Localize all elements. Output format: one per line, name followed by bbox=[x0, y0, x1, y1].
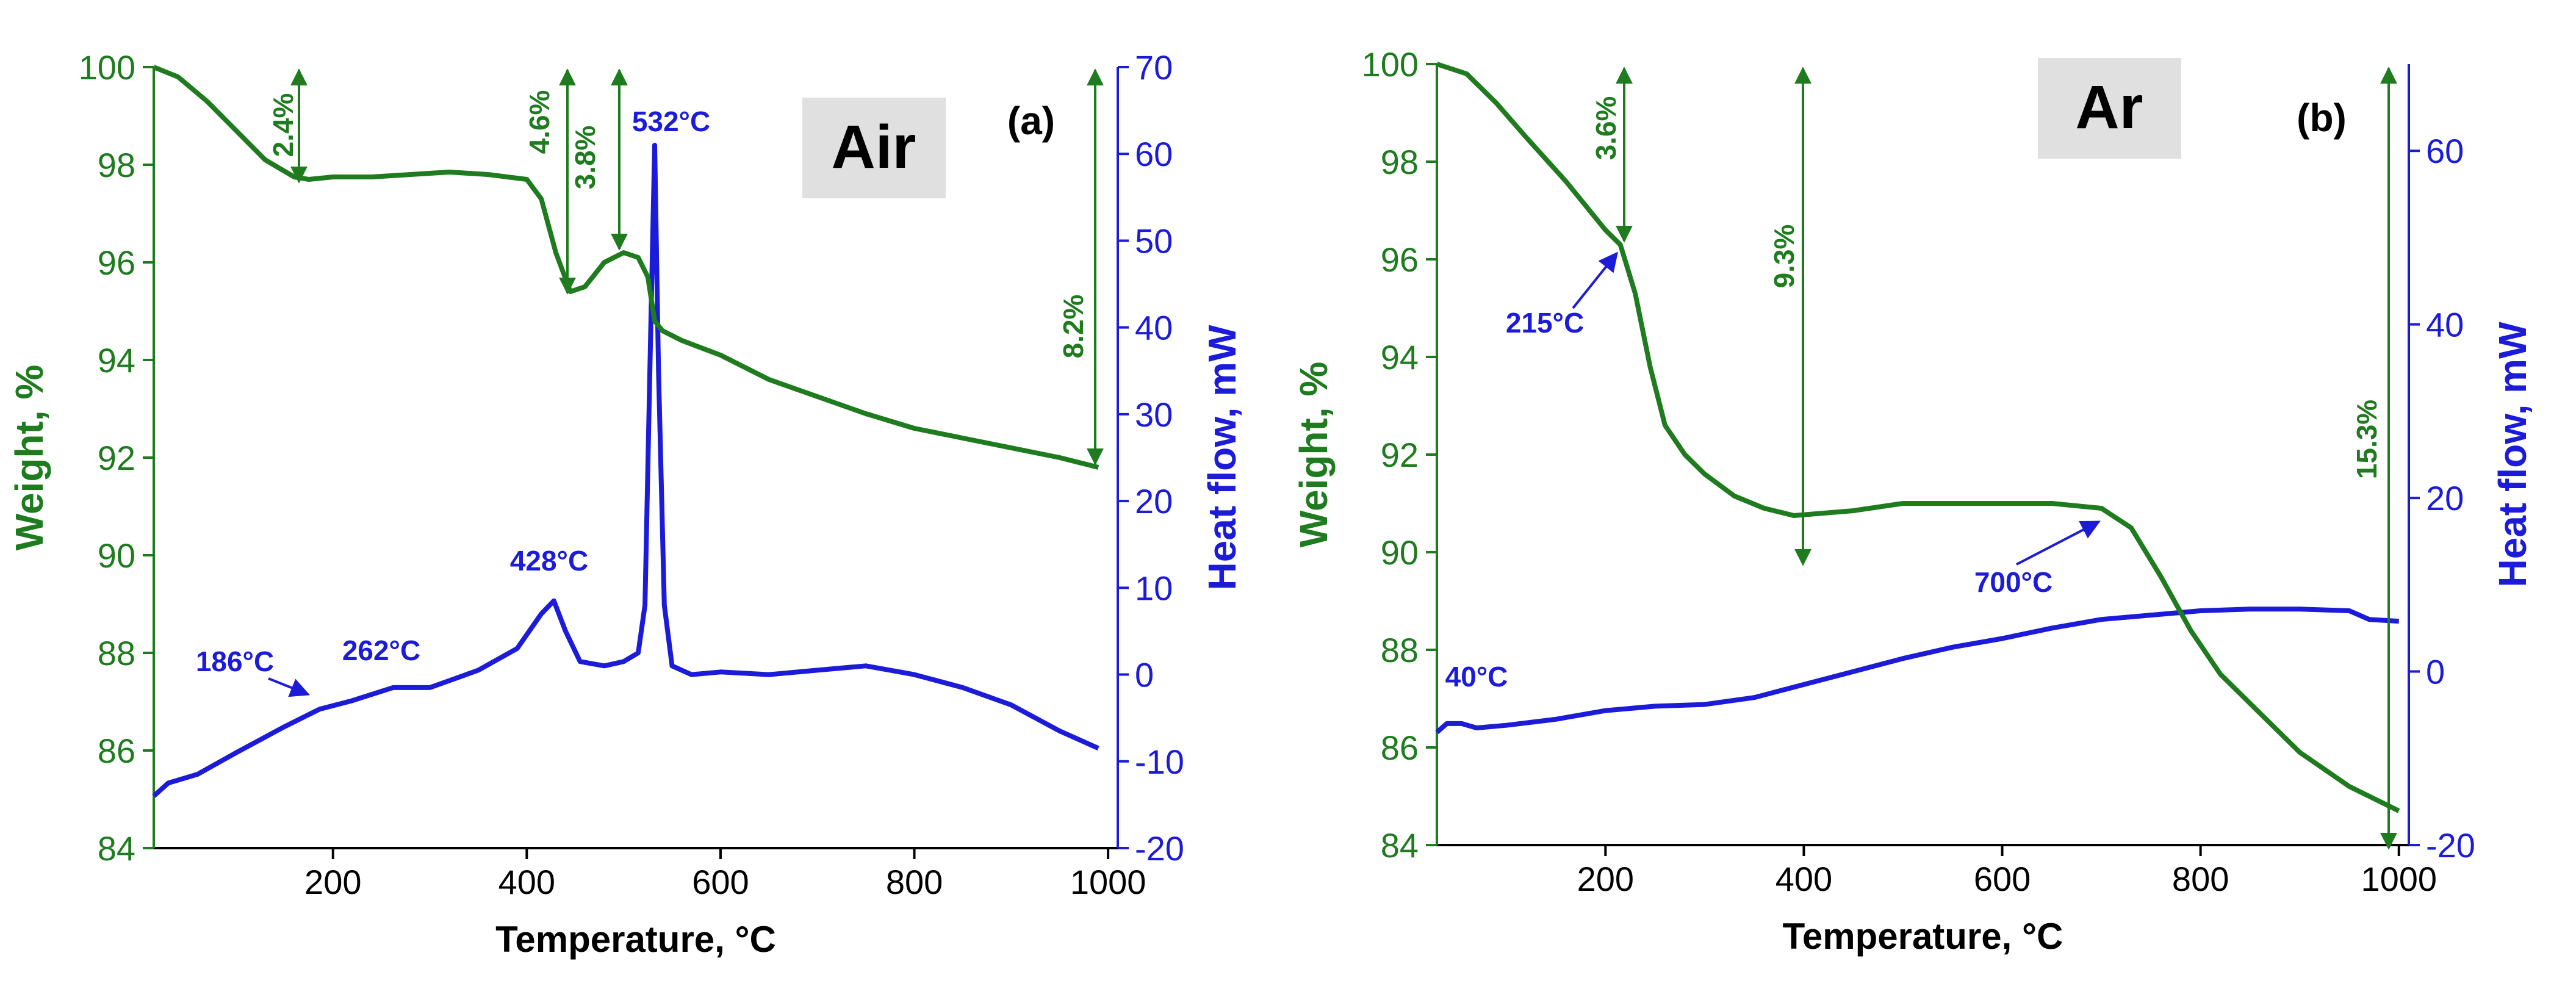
panel-a-y-left-tick-label: 90 bbox=[98, 536, 135, 575]
panel-a-x-tick-label: 600 bbox=[692, 863, 749, 901]
panel-a-loss-label-total: 8.2% bbox=[1057, 295, 1089, 359]
panel-a-y-right-tick-label: 60 bbox=[1135, 135, 1173, 173]
panel-a-y-right-tick-label: -10 bbox=[1135, 743, 1184, 781]
panel-a-loss-label-2: 4.6% bbox=[523, 90, 555, 154]
panel-a-y-left-tick-label: 98 bbox=[98, 146, 135, 184]
panel-a-y-right-tick-label: 70 bbox=[1135, 48, 1173, 87]
panel-b-y-left-tick-label: 90 bbox=[1381, 533, 1419, 572]
panel-b: 200 400 600 800 1000 84 86 88 90 92 94 96 98 100 -20 0 2… bbox=[1292, 45, 2535, 957]
panel-b-y-left-axis-title: Weight, % bbox=[1292, 362, 1336, 548]
panel-a-y-left-tick-label: 96 bbox=[98, 243, 135, 282]
panel-b-y-right-tick-label: 0 bbox=[2426, 653, 2445, 691]
panel-b-x-tick-label: 800 bbox=[2172, 860, 2229, 898]
panel-b-loss-label-total: 15.3% bbox=[2351, 400, 2383, 479]
panel-b-peak-label-40: 40°C bbox=[1445, 661, 1508, 693]
panel-a-peak-arrow-186 bbox=[268, 677, 310, 697]
panel-b-y-right-tick-label: 60 bbox=[2426, 132, 2464, 170]
panel-a-y-left-axis-title: Weight, % bbox=[7, 365, 51, 551]
panel-a-peak-label-262: 262°C bbox=[342, 635, 420, 666]
panel-b-y-left-tick-label: 94 bbox=[1381, 338, 1419, 376]
panel-b-axes: 200 400 600 800 1000 84 86 88 90 92 94 96 98 100 -20 0 2… bbox=[1292, 45, 2535, 957]
panel-b-y-left-tick-label: 100 bbox=[1362, 45, 1419, 84]
panel-a-y-left-tick-label: 92 bbox=[98, 439, 135, 477]
panel-a: 200 400 600 800 10008486889092949698100-20-1… bbox=[7, 48, 1244, 960]
panel-b-y-right-tick-label: 40 bbox=[2426, 306, 2464, 344]
panel-a-atmosphere-label: Air bbox=[832, 113, 916, 181]
panel-b-y-right-tick-label: -20 bbox=[2426, 826, 2475, 865]
panel-a-y-right-tick-label: 10 bbox=[1135, 569, 1173, 607]
panel-b-y-left-tick-label: 98 bbox=[1381, 143, 1419, 181]
panel-b-loss-label-1: 3.6% bbox=[1590, 96, 1622, 160]
panel-b-y-left-tick-label: 88 bbox=[1381, 631, 1419, 669]
panel-b-point-label-215: 215°C bbox=[1506, 307, 1584, 339]
panel-a-y-left-tick-label: 88 bbox=[98, 634, 135, 672]
panel-a-y-right-tick-label: 40 bbox=[1135, 309, 1173, 347]
panel-b-heat-flow-curve bbox=[1435, 606, 2399, 735]
panel-a-heat-flow-curve bbox=[152, 143, 1099, 798]
panel-b-weight-curve bbox=[1436, 62, 2400, 813]
panel-a-y-right-axis-title: Heat flow, mW bbox=[1200, 325, 1244, 591]
panel-a-atmosphere-box bbox=[802, 98, 946, 198]
panel-a-y-left-tick-label: 86 bbox=[98, 732, 135, 770]
panel-a-y-right-tick-label: 30 bbox=[1135, 395, 1173, 434]
panel-a-y-right-tick-label: -20 bbox=[1135, 829, 1184, 868]
panel-b-point-arrow-700 bbox=[2016, 520, 2101, 566]
panel-b-y-right-tick-label: 20 bbox=[2426, 479, 2464, 517]
panel-a-loss-label-3: 3.8% bbox=[569, 126, 601, 190]
panel-a-peak-label-532: 532°C bbox=[632, 106, 710, 137]
panel-a-y-left-tick-label: 84 bbox=[98, 829, 135, 868]
panel-a-y-right-tick-label: 50 bbox=[1135, 221, 1173, 260]
panel-a-label: (a) bbox=[1007, 99, 1055, 143]
panel-a-x-tick-label: 800 bbox=[886, 863, 943, 901]
panel-b-atmosphere-box bbox=[2038, 58, 2181, 159]
panel-a-x-tick-label: 400 bbox=[498, 863, 555, 901]
panel-a-x-tick-label: 200 bbox=[304, 863, 361, 901]
panel-b-y-left-tick-label: 92 bbox=[1381, 436, 1419, 474]
panel-a-x-tick-label: 1000 bbox=[1070, 863, 1146, 901]
panel-a-x-axis-title: Temperature, °C bbox=[495, 919, 776, 960]
panel-b-x-tick-label: 600 bbox=[1974, 860, 2031, 898]
panel-a-peak-label-428: 428°C bbox=[510, 545, 588, 577]
panel-a-peak-label-186: 186°C bbox=[196, 646, 274, 677]
panel-b-loss-label-2: 9.3% bbox=[1768, 225, 1800, 289]
panel-b-x-axis-title: Temperature, °C bbox=[1783, 916, 2063, 957]
panel-b-atmosphere-label: Ar bbox=[2075, 73, 2143, 142]
panel-b-x-tick-label: 400 bbox=[1775, 860, 1832, 898]
panel-a-loss-label-1: 2.4% bbox=[267, 93, 299, 157]
panel-a-y-right-tick-label: 0 bbox=[1135, 656, 1154, 694]
panel-b-x-tick-label: 1000 bbox=[2361, 860, 2437, 898]
panel-b-y-right-axis-title: Heat flow, mW bbox=[2491, 322, 2535, 588]
panel-b-y-left-tick-label: 96 bbox=[1381, 240, 1419, 279]
panel-b-y-left-tick-label: 86 bbox=[1381, 729, 1419, 767]
panel-a-y-right-tick-label: 20 bbox=[1135, 482, 1173, 520]
panel-b-point-arrow-215 bbox=[1572, 251, 1618, 309]
panel-b-y-left-tick-label: 84 bbox=[1381, 826, 1419, 865]
panel-a-y-left-tick-label: 94 bbox=[98, 341, 135, 380]
panel-a-axes: 200 400 600 800 10008486889092949698100-20-1… bbox=[7, 48, 1244, 960]
panel-b-point-label-700: 700°C bbox=[1974, 566, 2053, 598]
panel-a-y-left-tick-label: 100 bbox=[79, 48, 135, 87]
panel-b-label: (b) bbox=[2297, 96, 2347, 140]
panel-b-x-tick-label: 200 bbox=[1577, 860, 1634, 898]
